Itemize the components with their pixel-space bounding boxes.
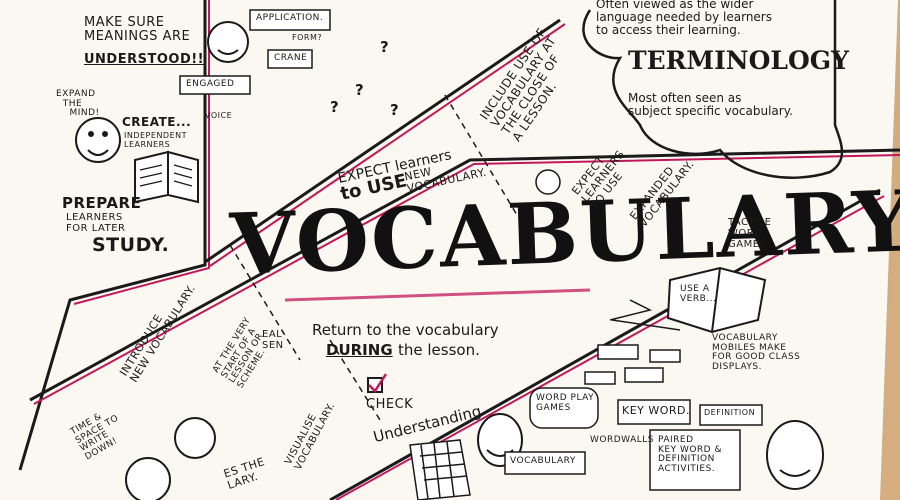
dashed-divider-2: [229, 244, 301, 361]
terminology-cloud: [582, 0, 844, 179]
voice-label: VOICE: [205, 111, 233, 120]
return-text: Return to the vocabulary: [312, 321, 499, 339]
svg-text:?: ?: [355, 81, 364, 99]
wordwalls-text: WORDWALLS: [590, 435, 654, 445]
check-text: CHECK: [366, 397, 414, 412]
svg-text:?: ?: [380, 38, 389, 56]
paired-activities-text: PAIRED KEY WORD & DEFINITION ACTIVITIES.: [658, 435, 722, 475]
word-play-box: [529, 387, 599, 429]
form-label: FORM?: [292, 33, 323, 42]
terminology-body-text: Most often seen as subject specific voca…: [628, 91, 793, 118]
the-lesson-text: the lesson.: [398, 341, 480, 359]
application-label: APPLICATION.: [256, 13, 324, 23]
dashed-divider-1: [444, 94, 521, 221]
dice-cube-icon: [666, 266, 767, 334]
face-icon-bottom-left: [125, 417, 216, 500]
make-sure-text: MAKE SURE MEANINGS ARE: [84, 15, 191, 45]
key-word-text: KEY WORD.: [622, 404, 691, 417]
definition-text: DEFINITION: [704, 408, 756, 417]
expand-mind-text: EXPAND THE MIND!: [56, 89, 100, 119]
key-word-box: [617, 399, 691, 425]
definition-box: [699, 404, 763, 426]
independent-learners-text: INDEPENDENT LEARNERS: [124, 131, 188, 149]
terminology-heading: TERMINOLOGY: [628, 46, 849, 75]
band-line-upper: [204, 18, 561, 264]
checkmark-icon: [368, 373, 388, 393]
face-icon-topleft: [75, 117, 121, 163]
face-icon-band: [535, 169, 561, 195]
study-text: STUDY.: [92, 234, 170, 256]
face-icon-bottom-right: [766, 420, 824, 490]
engaged-box: [179, 75, 251, 95]
band-line-mid: [29, 148, 900, 402]
title-underline-accent: [284, 288, 591, 302]
tactile-text: TACTILE WORD GAMES: [728, 217, 772, 250]
understood-text: UNDERSTOOD!!: [84, 52, 205, 67]
crane-label: CRANE: [274, 53, 308, 63]
create-text: CREATE...: [122, 115, 192, 129]
mobile-icon: [584, 299, 681, 385]
band-line-mid-pink: [33, 154, 900, 405]
book-icon: [134, 150, 199, 204]
question-mark-icons: ????: [330, 38, 399, 119]
terminology-intro-text: Often viewed as the wider language neede…: [596, 0, 772, 37]
vocabulary-small-label: VOCABULARY: [510, 456, 576, 466]
paired-box: [649, 429, 741, 491]
band-line-upper-pink: [209, 23, 566, 267]
svg-text:?: ?: [390, 101, 399, 119]
learners-for-later-text: LEARNERS FOR LATER: [66, 212, 126, 234]
word-play-text: WORD PLAY GAMES: [536, 393, 595, 413]
svg-text:?: ?: [330, 98, 339, 116]
use-a-verb-text: USE A VERB...: [680, 284, 717, 304]
crane-box: [267, 49, 313, 69]
during-text: DURING: [326, 341, 393, 359]
engaged-label: ENGAGED: [186, 79, 235, 89]
prepare-text: PREPARE: [62, 194, 142, 212]
word-grid-icon: [409, 439, 471, 500]
dashed-divider-3: [329, 339, 381, 421]
application-box: [249, 9, 331, 31]
page-title: VOCABULARY: [228, 171, 900, 294]
left-panel-border: [18, 0, 207, 471]
mobiles-text: VOCABULARY MOBILES MAKE FOR GOOD CLASS D…: [712, 333, 801, 373]
eal-sen-text: EAL SEN: [262, 329, 284, 351]
vocabulary-label-box: [504, 451, 586, 475]
face-icon-center: [207, 21, 249, 63]
